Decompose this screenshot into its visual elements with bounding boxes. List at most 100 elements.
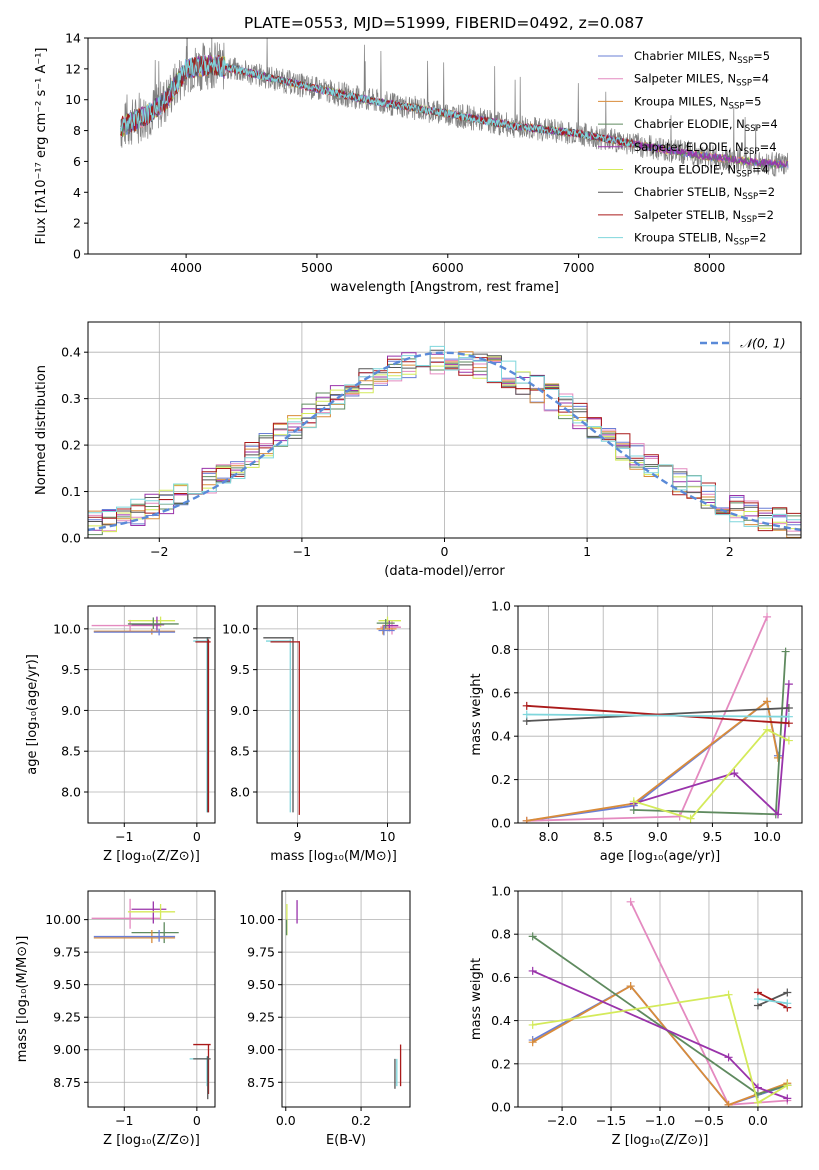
legend-sub: SSP bbox=[745, 124, 761, 134]
y-tick-label: 10.00 bbox=[239, 912, 275, 927]
legend-sub: SSP bbox=[742, 192, 758, 202]
plot-area bbox=[522, 612, 793, 823]
plot-area bbox=[263, 616, 401, 815]
y-tick-label: 0.1 bbox=[61, 484, 81, 499]
axes-frame bbox=[517, 605, 803, 824]
y-tick-label: 9.25 bbox=[53, 1010, 81, 1025]
weight-marker-salpeter_elodie bbox=[730, 769, 739, 778]
legend-entry-chabrier_stelib: Chabrier STELIB, NSSP=2 bbox=[634, 185, 775, 202]
weight-vs-age-panel: 8.0 8.5 9.0 9.5 10.0 0.0 0.2 0.4 0.6 0.8 1.0 age [l… bbox=[469, 599, 803, 864]
y-axis-label: Flux [fλ10⁻¹⁷ erg cm⁻² s⁻¹ A⁻¹] bbox=[34, 48, 49, 245]
x-tick-label: −0.5 bbox=[694, 1113, 724, 1128]
legend-sub: SSP bbox=[741, 215, 757, 225]
legend-entry-salpeter_miles: Salpeter MILES, NSSP=4 bbox=[634, 72, 769, 89]
x-tick-label: 9.0 bbox=[648, 829, 668, 844]
weight-marker-chabrier_stelib bbox=[784, 703, 793, 712]
x-tick-label: 9 bbox=[294, 829, 302, 844]
legend-suffix: =2 bbox=[749, 231, 766, 245]
ticks: −1 0 8.75 9.00 9.25 9.50 9.75 10.00 bbox=[45, 912, 201, 1128]
legend-suffix: =2 bbox=[758, 185, 775, 199]
legend-entry-salpeter_elodie: Salpeter ELODIE, NSSP=4 bbox=[634, 140, 777, 157]
weight-marker-chabrier_elodie bbox=[781, 647, 790, 656]
weight-marker-kroupa_elodie bbox=[763, 725, 772, 734]
y-tick-label: 10.00 bbox=[45, 912, 81, 927]
weight-marker-salpeter_elodie bbox=[783, 1094, 792, 1103]
legend-text: Chabrier MILES, N bbox=[634, 49, 737, 63]
y-axis-label: mass [log₁₀(M/M⊙)] bbox=[15, 936, 30, 1063]
x-tick-label: 8.0 bbox=[539, 829, 559, 844]
y-tick-label: 0.0 bbox=[491, 1100, 511, 1115]
x-tick-label: −2 bbox=[150, 544, 168, 559]
legend-gauss-label: 𝒩(0, 1) bbox=[740, 336, 786, 351]
weight-marker-kroupa_stelib bbox=[783, 999, 792, 1008]
y-tick-label: 9.00 bbox=[53, 1042, 81, 1057]
y-tick-label: 0.6 bbox=[491, 685, 511, 700]
y-tick-label: 0.4 bbox=[491, 1013, 511, 1028]
y-tick-label: 0.2 bbox=[491, 772, 511, 787]
legend-sub: SSP bbox=[736, 79, 752, 89]
y-tick-label: 0.8 bbox=[491, 927, 511, 942]
weight-marker-chabrier_stelib bbox=[783, 988, 792, 997]
y-tick-label: 0.8 bbox=[491, 642, 511, 657]
weight-marker-kroupa_elodie bbox=[686, 814, 695, 823]
weight-marker-kroupa_miles bbox=[528, 1038, 537, 1047]
y-tick-label: 9.25 bbox=[247, 1010, 275, 1025]
weight-marker-kroupa_elodie bbox=[784, 736, 793, 745]
normal-distribution-curve bbox=[88, 351, 801, 532]
weight-series-salpeter_stelib bbox=[526, 704, 789, 725]
y-tick-label: 8.0 bbox=[230, 785, 250, 800]
legend-text: Salpeter MILES, N bbox=[634, 72, 736, 86]
weight-series-chabrier_elodie bbox=[633, 651, 787, 816]
x-tick-label: 5000 bbox=[301, 260, 333, 275]
y-tick-label: 0 bbox=[73, 247, 81, 262]
x-tick-label: −1.5 bbox=[596, 1113, 626, 1128]
x-tick-label: 9.5 bbox=[702, 829, 722, 844]
x-tick-label: 6000 bbox=[432, 260, 464, 275]
weight-marker-salpeter_miles bbox=[763, 612, 772, 621]
legend-entry-chabrier_elodie: Chabrier ELODIE, NSSP=4 bbox=[634, 117, 778, 134]
x-tick-label: 7000 bbox=[563, 260, 595, 275]
weight-marker-salpeter_elodie bbox=[724, 1053, 733, 1062]
axes-frame bbox=[87, 321, 802, 539]
weight-marker-kroupa_stelib bbox=[784, 712, 793, 721]
y-tick-label: 9.0 bbox=[61, 703, 81, 718]
ticks: 9 10 8.0 8.5 9.0 9.5 10.0 bbox=[222, 621, 395, 844]
model-spectrum-salpeter_elodie bbox=[120, 55, 789, 169]
y-tick-label: 8.75 bbox=[247, 1075, 275, 1090]
y-tick-label: 8.0 bbox=[61, 785, 81, 800]
x-tick-label: 2 bbox=[726, 544, 734, 559]
y-tick-label: 9.5 bbox=[61, 662, 81, 677]
y-tick-label: 0.6 bbox=[491, 970, 511, 985]
y-tick-label: 0.2 bbox=[491, 1056, 511, 1071]
axes-frame bbox=[87, 890, 216, 1108]
legend-text: Kroupa ELODIE, N bbox=[634, 163, 736, 177]
weight-marker-salpeter_elodie bbox=[773, 810, 782, 819]
residual-legend: 𝒩(0, 1) bbox=[700, 336, 786, 351]
y-tick-label: 9.5 bbox=[230, 662, 250, 677]
weight-marker-salpeter_elodie bbox=[753, 1083, 762, 1092]
y-tick-label: 8.5 bbox=[61, 744, 81, 759]
y-axis-label: mass weight bbox=[469, 958, 484, 1040]
y-tick-label: 8 bbox=[73, 123, 81, 138]
y-tick-label: 12 bbox=[65, 61, 81, 76]
y-tick-label: 9.00 bbox=[247, 1042, 275, 1057]
weight-marker-kroupa_elodie bbox=[724, 990, 733, 999]
weight-marker-kroupa_stelib bbox=[522, 710, 531, 719]
plot-area bbox=[120, 38, 789, 177]
ticks: −1 0 8.0 8.5 9.0 9.5 10.0 bbox=[53, 621, 201, 844]
y-axis-label: age [log₁₀(age/yr)] bbox=[25, 654, 40, 775]
x-tick-label: 10.0 bbox=[753, 829, 781, 844]
weight-marker-salpeter_elodie bbox=[784, 680, 793, 689]
y-tick-label: 0.4 bbox=[491, 729, 511, 744]
weight-marker-kroupa_elodie bbox=[783, 1081, 792, 1090]
x-tick-label: 0.0 bbox=[748, 1113, 768, 1128]
ticks: −2 −1 0 1 2 0.0 0.1 0.2 0.3 0.4 bbox=[61, 345, 734, 559]
x-axis-label: Z [log₁₀(Z/Z⊙)] bbox=[103, 849, 200, 864]
grid bbox=[257, 606, 410, 823]
weight-series-kroupa_stelib bbox=[526, 713, 789, 718]
y-tick-label: 9.75 bbox=[53, 945, 81, 960]
y-tick-label: 10.0 bbox=[53, 621, 81, 636]
y-axis-label: mass weight bbox=[469, 673, 484, 755]
ticks: 4000 5000 6000 7000 8000 0 2 4 6 8 10 12 14 bbox=[65, 31, 725, 276]
